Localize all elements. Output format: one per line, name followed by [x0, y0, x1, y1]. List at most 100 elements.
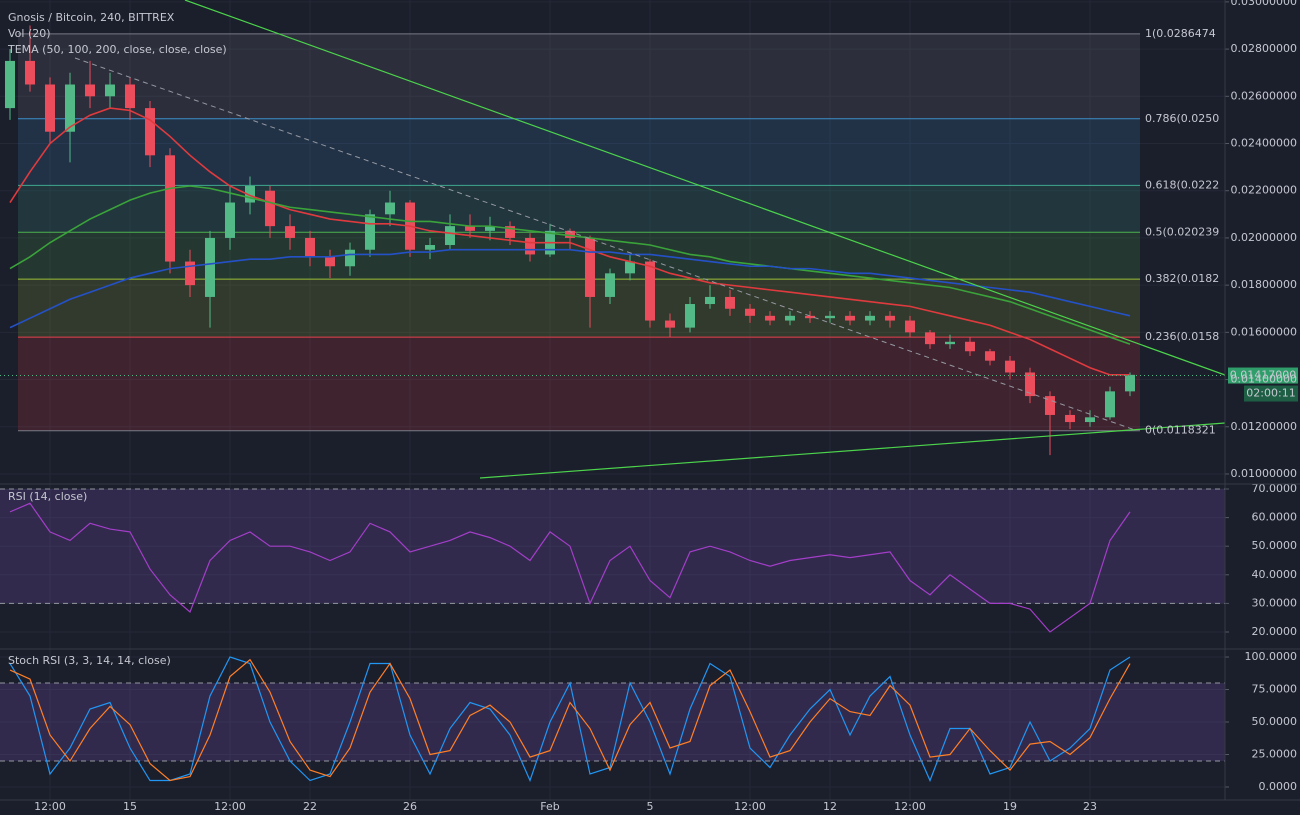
y-tick-label: 25.0000 — [1252, 748, 1298, 761]
candle-body — [985, 351, 995, 361]
candle-body — [425, 245, 435, 250]
candle-body — [945, 341, 955, 345]
panel-title: Gnosis / Bitcoin, 240, BITTREX — [8, 11, 175, 24]
x-tick-label: 26 — [403, 800, 417, 813]
candle-body — [225, 202, 235, 238]
x-tick-label: 12:00 — [34, 800, 66, 813]
candle-body — [1125, 374, 1135, 392]
indicator-line — [9, 658, 1131, 782]
volume-label: Vol (20) — [8, 27, 51, 40]
candle-body — [705, 296, 715, 305]
indicator-label: TEMA (50, 100, 200, close, close, close) — [7, 43, 227, 56]
candle-body — [1025, 372, 1035, 397]
fib-zone — [18, 279, 1140, 338]
y-tick-label: 75.0000 — [1252, 683, 1298, 696]
candle-body — [585, 237, 595, 297]
fib-label: 0.5(0.020239 — [1145, 225, 1219, 238]
y-tick-label: 50.0000 — [1252, 539, 1298, 552]
candle-body — [845, 315, 855, 321]
y-tick-label: 0.0000 — [1259, 780, 1298, 793]
candle-body — [305, 237, 315, 257]
drawings-layer — [74, 0, 1226, 479]
candle-body — [385, 202, 395, 215]
text-layer: 12:00 15 12:00 22 26 Feb 5 12:00 12 12:00 19 23 0.01… — [7, 0, 1297, 813]
background-layer — [0, 0, 1229, 800]
candle-body — [765, 315, 775, 321]
last-price-label: 0.01417000 — [1230, 369, 1296, 382]
candle-body — [1105, 391, 1115, 418]
indicator-line — [9, 502, 1131, 633]
y-tick-label: 0.01400000 — [1231, 373, 1297, 386]
band-fill — [0, 683, 1225, 762]
candle-body — [625, 261, 635, 274]
candle-body — [885, 315, 895, 321]
y-tick-label: 0.01600000 — [1231, 325, 1297, 338]
candle-body — [965, 341, 975, 352]
y-tick-label: 0.02400000 — [1231, 137, 1297, 150]
candle-body — [105, 84, 115, 97]
y-tick-label: 0.01000000 — [1231, 467, 1297, 480]
candle-body — [565, 230, 575, 238]
y-tick-label: 0.01800000 — [1231, 278, 1297, 291]
fib-zone — [18, 337, 1140, 431]
fib-label: 1(0.0286474 — [1145, 27, 1216, 40]
y-tick-label: 40.0000 — [1252, 568, 1298, 581]
fib-zone — [18, 118, 1140, 186]
fib-label: 0.236(0.0158 — [1145, 330, 1219, 343]
x-tick-label: 5 — [647, 800, 654, 813]
x-tick-label: Feb — [540, 800, 559, 813]
candle-body — [905, 320, 915, 333]
y-tick-label: 0.02600000 — [1231, 89, 1297, 102]
candle-body — [165, 155, 175, 262]
trend-line — [74, 57, 1136, 431]
y-tick-label: 50.0000 — [1252, 715, 1298, 728]
candle-body — [5, 60, 15, 109]
candle-body — [505, 226, 515, 238]
candle-body — [205, 237, 215, 297]
indicator-line — [9, 107, 1130, 376]
candle-body — [345, 249, 355, 267]
candle-body — [1065, 414, 1075, 423]
x-tick-label: 22 — [303, 800, 317, 813]
y-tick-label: 0.02200000 — [1231, 184, 1297, 197]
candle-body — [45, 84, 55, 132]
candle-body — [445, 226, 455, 246]
band-fill — [0, 489, 1225, 604]
candle-body — [85, 84, 95, 97]
candle-body — [125, 84, 135, 109]
trend-line — [184, 0, 1226, 376]
candle-body — [925, 332, 935, 345]
y-tick-label: 60.0000 — [1252, 511, 1298, 524]
trend-line — [479, 422, 1226, 479]
y-tick-label: 0.03000000 — [1231, 0, 1297, 8]
candle-body — [745, 308, 755, 316]
fib-label: 0(0.0118321 — [1145, 424, 1216, 437]
candle-body — [65, 84, 75, 132]
candle-body — [665, 320, 675, 328]
candle-body — [145, 108, 155, 156]
marks-layer — [0, 25, 1298, 783]
indicator-line — [9, 656, 1131, 783]
x-tick-label: 15 — [123, 800, 137, 813]
countdown: 02:00:11 — [1246, 387, 1295, 400]
candle-body — [245, 186, 255, 203]
x-tick-label: 12:00 — [214, 800, 246, 813]
fib-label: 0.786(0.0250 — [1145, 112, 1219, 125]
candle-body — [725, 296, 735, 309]
candle-body — [485, 226, 495, 231]
x-tick-label: 23 — [1083, 800, 1097, 813]
countdown-box — [1244, 385, 1298, 402]
panel-title: RSI (14, close) — [8, 490, 87, 503]
candle-body — [365, 214, 375, 250]
candle-body — [185, 261, 195, 286]
x-tick-label: 19 — [1003, 800, 1017, 813]
x-tick-label: 12:00 — [894, 800, 926, 813]
candle-body — [465, 226, 475, 231]
candle-body — [325, 256, 335, 267]
fib-zone — [18, 185, 1140, 233]
candle-body — [525, 237, 535, 255]
last-price-box — [1228, 367, 1298, 384]
candle-body — [25, 60, 35, 85]
candle-body — [1085, 417, 1095, 423]
